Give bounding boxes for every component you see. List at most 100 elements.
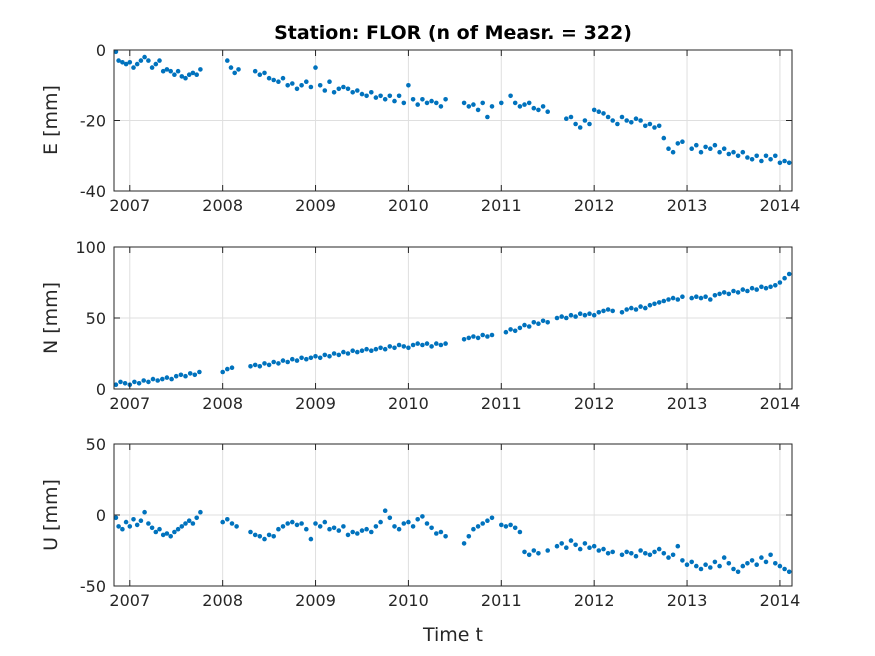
data-point-north bbox=[378, 345, 383, 351]
data-point-north bbox=[438, 342, 444, 348]
data-point-up bbox=[257, 534, 263, 539]
data-point-east bbox=[369, 90, 374, 95]
data-point-east bbox=[364, 93, 369, 99]
data-point-north bbox=[652, 301, 657, 307]
data-point-east bbox=[615, 121, 620, 127]
data-point-east bbox=[355, 88, 360, 93]
data-point-up bbox=[434, 531, 439, 536]
data-point-east bbox=[116, 58, 121, 63]
data-point-up bbox=[512, 525, 518, 531]
data-point-north bbox=[763, 285, 769, 291]
data-point-north bbox=[782, 275, 787, 281]
data-point-east bbox=[568, 114, 574, 120]
data-point-east bbox=[647, 121, 653, 127]
data-point-up bbox=[123, 519, 129, 525]
data-point-east bbox=[749, 157, 755, 162]
data-point-east bbox=[113, 49, 119, 55]
data-point-east bbox=[290, 81, 295, 86]
data-point-up bbox=[424, 521, 430, 526]
data-point-east bbox=[127, 60, 133, 65]
data-point-north bbox=[382, 346, 388, 352]
data-point-up bbox=[531, 548, 537, 553]
data-point-up bbox=[759, 555, 764, 560]
data-point-north bbox=[721, 290, 727, 295]
data-point-east bbox=[670, 149, 676, 155]
data-point-up bbox=[777, 563, 783, 569]
data-point-north bbox=[410, 342, 416, 348]
data-point-north bbox=[489, 332, 495, 338]
data-point-up bbox=[341, 524, 346, 529]
data-point-up bbox=[134, 522, 140, 528]
data-point-east bbox=[410, 97, 416, 102]
data-point-north bbox=[522, 322, 527, 328]
data-point-up bbox=[317, 524, 323, 529]
data-point-up bbox=[568, 538, 574, 543]
data-point-up bbox=[489, 515, 495, 521]
data-point-up bbox=[252, 532, 258, 538]
data-point-north bbox=[113, 382, 119, 388]
data-point-up bbox=[127, 524, 133, 529]
data-point-east bbox=[564, 116, 569, 121]
data-point-north bbox=[313, 354, 318, 359]
data-point-east bbox=[232, 70, 237, 76]
data-point-up bbox=[392, 524, 397, 529]
data-point-north bbox=[526, 324, 532, 329]
data-point-up bbox=[708, 565, 713, 570]
x-tick-label-east: 2008 bbox=[202, 196, 243, 215]
data-point-up bbox=[336, 528, 342, 533]
data-point-up bbox=[194, 515, 199, 521]
data-point-up bbox=[146, 521, 151, 526]
data-point-north bbox=[341, 349, 346, 355]
data-point-up bbox=[577, 546, 583, 552]
data-point-east bbox=[160, 68, 166, 74]
data-point-north bbox=[545, 320, 550, 325]
data-point-north bbox=[364, 346, 369, 352]
data-point-up bbox=[149, 525, 155, 531]
data-point-up bbox=[304, 526, 309, 532]
data-point-east bbox=[175, 68, 181, 74]
y-axis-label-east: E [mm] bbox=[40, 85, 62, 155]
data-point-up bbox=[680, 558, 685, 563]
data-point-east bbox=[475, 107, 481, 113]
data-point-east bbox=[299, 83, 304, 88]
data-point-up bbox=[731, 566, 736, 572]
data-point-north bbox=[536, 321, 541, 327]
data-point-east bbox=[545, 109, 550, 114]
data-point-east bbox=[703, 144, 708, 150]
data-point-up bbox=[735, 569, 741, 575]
data-point-north bbox=[183, 373, 188, 379]
data-point-east bbox=[382, 97, 388, 102]
data-point-up bbox=[726, 561, 732, 566]
data-point-north bbox=[336, 352, 342, 358]
data-point-north bbox=[731, 288, 736, 294]
data-point-east bbox=[675, 141, 681, 146]
data-point-north bbox=[434, 341, 439, 346]
data-point-east bbox=[322, 88, 328, 93]
data-point-up bbox=[591, 543, 597, 549]
y-axis-label-north: N [mm] bbox=[40, 282, 62, 354]
x-tick-label-up: 2009 bbox=[295, 591, 336, 610]
data-point-up bbox=[466, 534, 472, 539]
data-point-north bbox=[596, 310, 602, 315]
panel-up: 2007 2008 2009 2010 2011 2012 2013 2014 50 0 -50 U… bbox=[40, 435, 800, 610]
data-point-east bbox=[350, 90, 356, 95]
data-point-up bbox=[633, 553, 639, 559]
data-point-north bbox=[512, 328, 518, 334]
data-point-east bbox=[420, 97, 425, 102]
data-point-east bbox=[228, 65, 234, 70]
data-point-east bbox=[146, 58, 151, 63]
data-point-up bbox=[369, 529, 374, 535]
x-tick-label-north: 2010 bbox=[388, 394, 429, 413]
data-point-east bbox=[633, 116, 639, 121]
data-point-up bbox=[138, 518, 144, 523]
data-point-up bbox=[610, 549, 615, 555]
data-point-up bbox=[517, 529, 523, 535]
x-tick-label-up: 2008 bbox=[202, 591, 243, 610]
data-point-up bbox=[175, 526, 181, 532]
data-point-north bbox=[155, 378, 160, 383]
data-point-north bbox=[150, 376, 156, 382]
data-point-north bbox=[564, 315, 569, 321]
data-point-north bbox=[582, 312, 588, 318]
x-tick-label-east: 2011 bbox=[481, 196, 522, 215]
data-point-north bbox=[666, 297, 671, 302]
